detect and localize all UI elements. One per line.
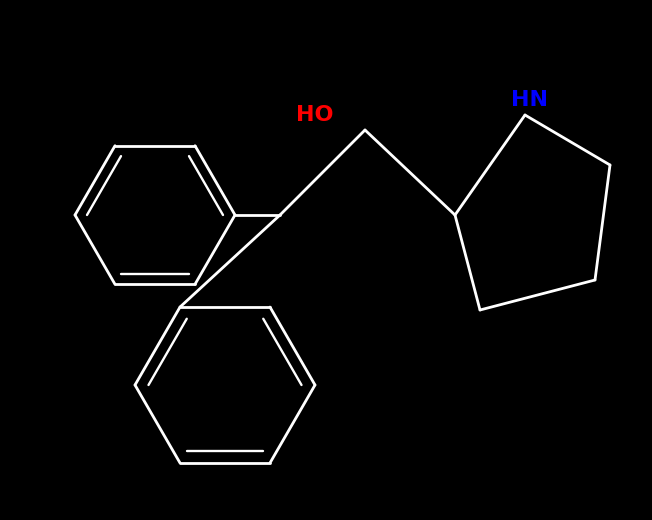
Text: HO: HO: [296, 105, 334, 125]
Text: HN: HN: [512, 90, 548, 110]
